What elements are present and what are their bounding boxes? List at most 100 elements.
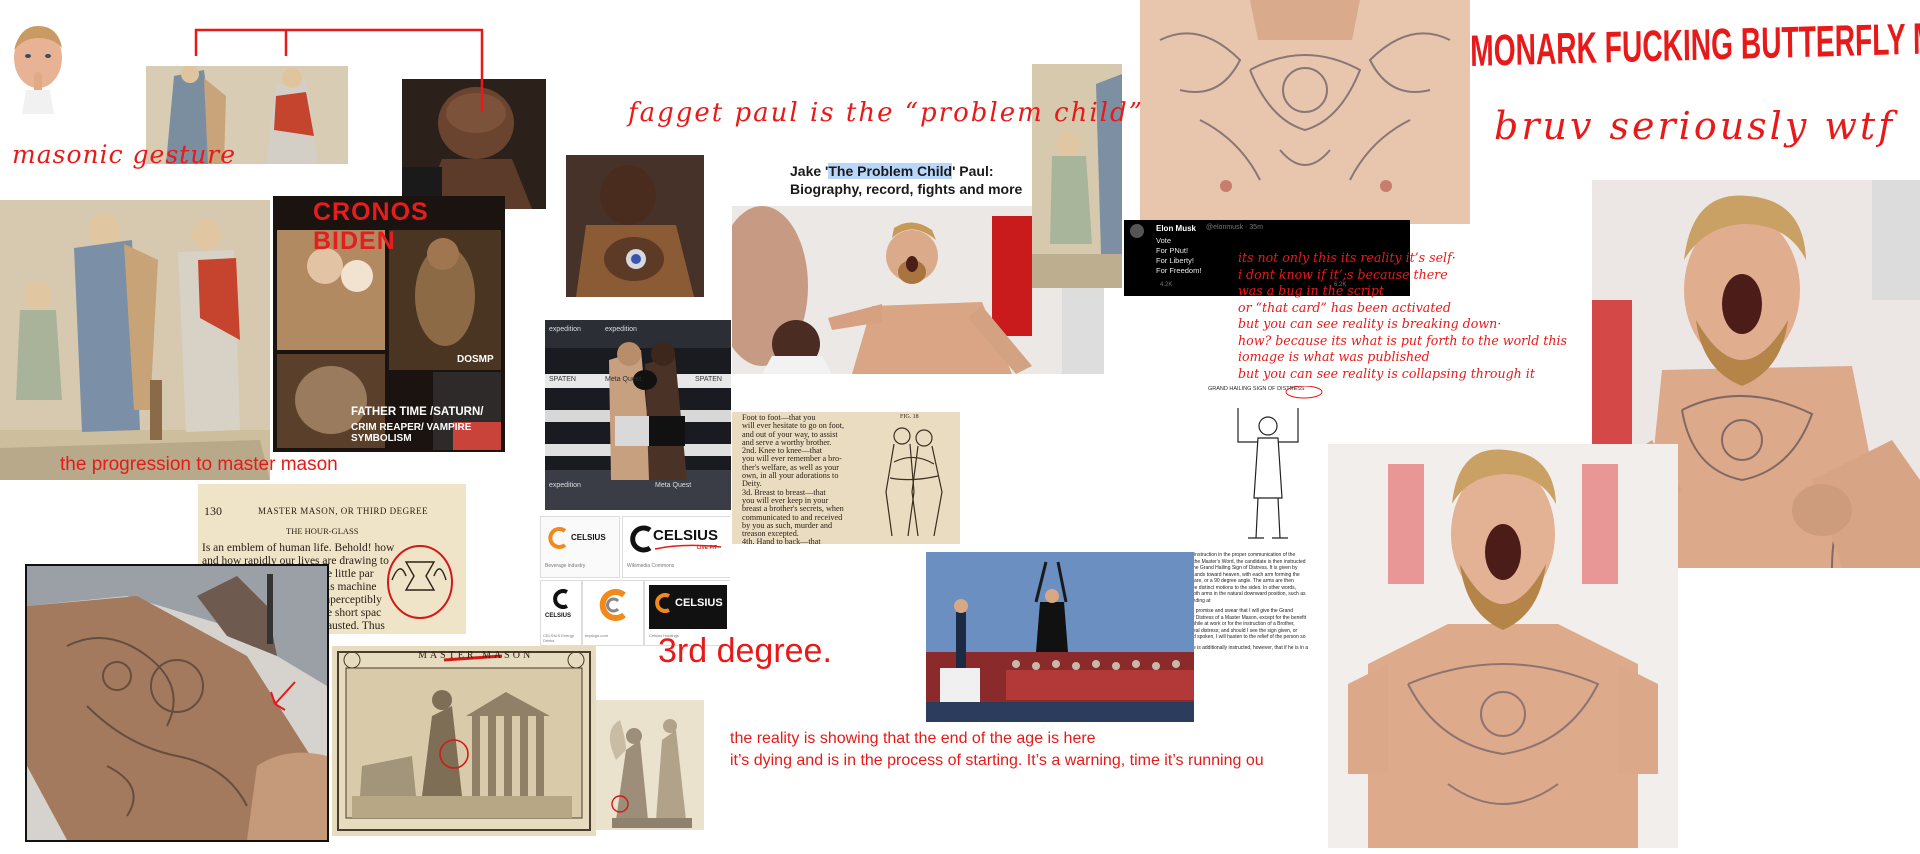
note-line-1: i dont know if it’;s because there [1238, 266, 1448, 282]
statue-photo-top [146, 66, 348, 164]
fig18-line-12: communicated to and received [742, 512, 843, 522]
jake-faded-photo [1328, 444, 1678, 848]
tweet-line-1: For PNut! [1156, 246, 1189, 255]
fig18-line-10: you will ever keep in your [742, 495, 829, 505]
book-line-4: imperceptibly [318, 594, 382, 606]
fig18-line-3: and serve a worthy brother. [742, 437, 832, 447]
tyson-photo [402, 79, 546, 209]
celsius-tile-3: CELSIUS CELSIUS Energy Drinks [540, 580, 582, 646]
fig18-line-8: Deity. [742, 479, 762, 489]
tweet-stat-replies[interactable]: 4.2K [1160, 282, 1173, 288]
caption-masonic-gesture: masonic gesture [12, 140, 237, 169]
distress-text-4: square, or a 90 degree angle. The arms a… [1186, 578, 1294, 584]
book-line-6: thausted. Thus [318, 620, 385, 632]
article-title-prefix: Jake ' [790, 163, 829, 179]
celsius-tile-1: CELSIUS Beverage industry [540, 516, 620, 578]
celsius-brand-large: CELSIUS [653, 527, 719, 544]
book-line-0: Is an emblem of human life. Behold! how [202, 542, 395, 554]
banner-expedition-3: expedition [549, 482, 581, 489]
caption-reality-1: the reality is showing that the end of t… [730, 730, 1096, 747]
note-line-5: how? because its what is put forth to th… [1238, 332, 1567, 348]
statue-photo-right [1032, 64, 1122, 288]
banner-spaten: SPATEN [549, 376, 576, 383]
banner-metaquest-2: Meta Quest [655, 482, 692, 489]
note-line-2: was a bug in the script [1238, 283, 1384, 298]
fig18-line-15: 4th. Hand to back—that [742, 537, 821, 544]
fig18-line-11: breast a brother's secrets, when [742, 504, 844, 514]
notes-block: its not only this its reality it’s self·… [1238, 250, 1567, 382]
celsius-search-grid: CELSIUS Beverage industry CELSIUS LIVE F… [540, 516, 730, 646]
fig18-line-13: by you as such, murder and [742, 520, 833, 530]
book-line-2: the little par [318, 568, 374, 580]
article-title-suffix: ' Paul: [952, 163, 994, 179]
fig18-line-5: you will ever remember a bro- [742, 454, 842, 464]
celsius-tagline: LIVE FIT [697, 545, 717, 551]
fig18-line-0: Foot to foot—that you [742, 413, 816, 422]
distress-text-9: n of Distress of a Master Mason, except … [1186, 614, 1307, 621]
tweet-line-0: Vote [1156, 236, 1172, 245]
distress-text-7: standing at [1186, 597, 1211, 604]
tweet-author-name: Elon Musk [1156, 224, 1197, 233]
distress-text-3: th hands toward heaven, with each arm fo… [1186, 571, 1300, 578]
article-title-line2: Biography, record, fights and more [790, 181, 1023, 197]
note-line-4: but you can see reality is breaking down… [1238, 316, 1502, 331]
book-line-7: puts forth the [202, 633, 462, 634]
book-line-5: the short spac [318, 607, 382, 619]
tweet-line-3: For Freedom! [1156, 266, 1202, 275]
fig18-line-9: 3d. Breast to breast—that [742, 487, 826, 497]
masonic-book-fig18: Foot to foot—that you will ever hesitate… [732, 412, 960, 544]
note-line-6: iomage is what was published [1238, 349, 1430, 364]
tweet-line-2: For Liberty! [1156, 256, 1194, 265]
master-mason-plate: MASTER MASON [332, 646, 596, 836]
book-line-3: this machine [318, 581, 377, 593]
distress-text-12: cord spoken, I will hasten to the relief… [1186, 634, 1306, 640]
book-running-head: MASTER MASON, OR THIRD DEGREE [258, 506, 429, 516]
distress-title: GRAND HAILING SIGN OF DISTRESS [1208, 386, 1305, 392]
banner-spaten-2: SPATEN [695, 376, 722, 383]
banner-expedition-1: expedition [549, 326, 581, 333]
celsius-tile-5: CELSIUS Celsius Holdings [644, 580, 730, 646]
caption-reality-2: it’s dying and is in the process of star… [730, 752, 1264, 769]
note-line-3: or “that card” has been activated [1238, 299, 1451, 315]
chest-tattoo-photo-top [1140, 0, 1470, 224]
banner-expedition-2: expedition [605, 326, 637, 333]
distress-text-0: ing instruction in the proper communicat… [1186, 552, 1296, 558]
tweet-avatar [1130, 224, 1144, 238]
book-section: THE HOUR-GLASS [286, 526, 359, 536]
master-mason-title: MASTER MASON [418, 650, 534, 661]
celsius-tile-4: tmplogo.com [582, 580, 644, 646]
rally-photo [926, 552, 1194, 722]
fig18-line-1: will ever hesitate to go on foot, [742, 421, 845, 431]
fig18-line-7: own, in all your adorations to [742, 471, 839, 481]
ring-hand-photo [566, 155, 704, 297]
distress-text-6: n both arms in the natural downward posi… [1186, 591, 1306, 597]
fig18-line-6: ther's welfare, as well as your [742, 462, 839, 472]
tweet-handle: @elonmusk · 35m [1206, 224, 1263, 231]
banner-metaquest: Meta Quest [605, 376, 642, 383]
distress-text-5: three distinct motions to the sides. In … [1186, 584, 1297, 591]
distress-text-8: I do promise and swear that I will give … [1186, 608, 1293, 614]
angel-engraving [596, 700, 704, 830]
elon-tweet: Elon Musk @elonmusk · 35m Vote For PNut!… [1124, 220, 1410, 296]
tattooed-arm-photo [25, 564, 329, 842]
fight-photo: expedition expedition SPATEN Meta Quest … [545, 320, 731, 510]
caption-bruv: bruv seriously wtf [1494, 104, 1896, 148]
cronos-title: CRONOS BIDEN [313, 198, 429, 255]
distress-text-11: in real distress; and should I see the s… [1186, 627, 1298, 634]
distress-text-2: to the Grand Hailing Sign of Distress. I… [1186, 565, 1298, 571]
caption-progression: the progression to master mason [60, 454, 338, 475]
cronos-biden-poster: CRONOS BIDEN DOSMP FATHER TIME /SATURN/ … [273, 196, 505, 452]
distress-text-10: at while at work or for the instruction … [1186, 621, 1295, 627]
caption-third-degree: 3rd degree. [658, 632, 832, 670]
jake-face-sticker [6, 16, 70, 116]
cronos-subtitle-2: CRIM REAPER/ VAMPIRE SYMBOLISM [351, 422, 472, 444]
fig18-line-2: and out of your way, to assist [742, 429, 838, 439]
fig18-label: FIG. 18 [900, 414, 919, 420]
article-title-highlight: The Problem Child [828, 163, 953, 179]
caption-problem-child: fagget paul is the “problem child” [628, 98, 1144, 128]
masonic-book-page-130: 130 MASTER MASON, OR THIRD DEGREE THE HO… [198, 484, 466, 634]
tweet-stat-reposts[interactable]: 6.2K [1334, 282, 1347, 288]
distress-text-snippet: ing instruction in the proper communicat… [1186, 552, 1328, 652]
distress-text-13: date is additionally instructed, however… [1186, 644, 1309, 651]
